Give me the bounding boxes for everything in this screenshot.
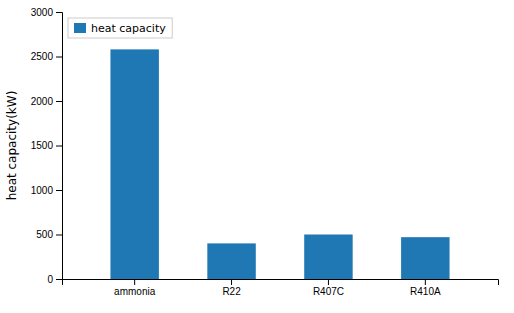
legend: heat capacity bbox=[68, 18, 172, 38]
tick: ammonia bbox=[114, 279, 156, 297]
tick-label: 2000 bbox=[31, 96, 54, 107]
tick: 2000 bbox=[31, 96, 62, 107]
tick-label: 1000 bbox=[31, 185, 54, 196]
tick: R22 bbox=[222, 279, 241, 297]
chart: 0 500 1000 1500 2000 2500 3000 ammonia R22 R407C R… bbox=[0, 0, 514, 313]
bars bbox=[110, 49, 449, 279]
plot: 0 500 1000 1500 2000 2500 3000 ammonia R22 R407C R… bbox=[31, 7, 499, 297]
tick-label: 2500 bbox=[31, 51, 54, 62]
tick: 0 bbox=[47, 274, 62, 285]
tick: 1000 bbox=[31, 185, 62, 196]
axis-line bbox=[56, 13, 63, 280]
tick-label: 1500 bbox=[31, 140, 54, 151]
legend-label: heat capacity bbox=[91, 22, 166, 35]
tick-mark bbox=[425, 279, 426, 285]
tick: 2500 bbox=[31, 51, 62, 62]
tick-mark bbox=[231, 279, 232, 285]
tick-mark bbox=[134, 279, 135, 285]
tick-label: R22 bbox=[222, 286, 241, 297]
tick-mark bbox=[56, 12, 62, 13]
tick-label: 500 bbox=[36, 229, 53, 240]
axis-line bbox=[63, 280, 499, 286]
tick: 1500 bbox=[31, 140, 62, 151]
y-axis-title: heat capacity(kW) bbox=[5, 91, 19, 201]
legend-box bbox=[68, 18, 172, 38]
x-axis: ammonia R22 R407C R410A bbox=[63, 279, 499, 297]
y-axis: 0 500 1000 1500 2000 2500 3000 bbox=[31, 7, 63, 285]
tick-mark bbox=[56, 279, 62, 280]
bar bbox=[304, 235, 352, 280]
bar bbox=[401, 237, 449, 279]
tick-label: R407C bbox=[313, 286, 344, 297]
tick-mark bbox=[56, 101, 62, 102]
bar bbox=[207, 243, 255, 279]
tick: R407C bbox=[313, 279, 344, 297]
tick: R410A bbox=[410, 279, 441, 297]
tick-mark bbox=[328, 279, 329, 285]
tick-label: R410A bbox=[410, 286, 441, 297]
tick-label: 3000 bbox=[31, 7, 54, 18]
legend-item: heat capacity bbox=[74, 22, 166, 35]
tick: 3000 bbox=[31, 7, 62, 18]
tick-mark bbox=[56, 190, 62, 191]
legend-swatch bbox=[74, 23, 86, 33]
tick-label: ammonia bbox=[114, 286, 156, 297]
tick-mark bbox=[56, 235, 62, 236]
tick-label: 0 bbox=[47, 274, 53, 285]
tick-mark bbox=[56, 146, 62, 147]
bar bbox=[110, 49, 158, 279]
tick-mark bbox=[56, 57, 62, 58]
tick: 500 bbox=[36, 229, 62, 240]
